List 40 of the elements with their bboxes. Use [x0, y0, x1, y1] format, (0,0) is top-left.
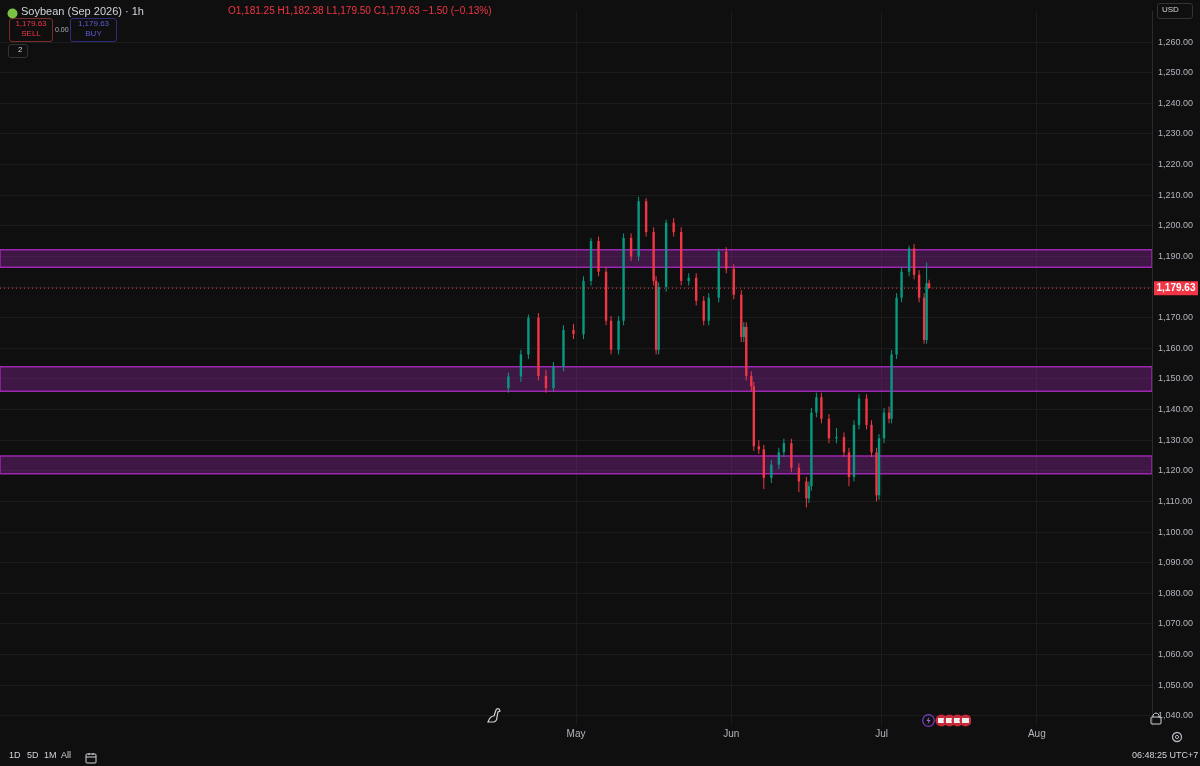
y-tick-label: 1,060.00: [1158, 649, 1194, 660]
text: 1M: [44, 750, 57, 761]
y-tick-label: 1,160.00: [1158, 342, 1194, 353]
annotation: 1,179.63: [76, 19, 111, 29]
annotation: 2: [18, 45, 23, 55]
y-tick-label: 1,150.00: [1158, 373, 1194, 384]
ref-line-label: 1,179.63: [1156, 281, 1196, 293]
x-tick-label: Aug: [1027, 727, 1046, 739]
y-tick-label: 1,050.00: [1158, 679, 1194, 690]
text: All: [61, 750, 72, 761]
y-tick-label: 1,250.00: [1158, 67, 1194, 78]
y-tick-label: 1,110.00: [1158, 495, 1193, 506]
annotation: BUY: [84, 29, 103, 39]
text: USD: [1162, 5, 1179, 15]
x-tick-label: Jun: [723, 727, 740, 739]
chart-title: Soybean (Sep 2026) · 1h: [21, 5, 144, 18]
y-tick-label: 1,130.00: [1158, 434, 1194, 445]
annotation: SELL: [20, 29, 42, 39]
y-tick-label: 1,140.00: [1158, 404, 1194, 415]
y-tick-label: 1,240.00: [1158, 97, 1194, 108]
y-tick-label: 1,170.00: [1158, 312, 1194, 323]
y-tick-label: 1,090.00: [1158, 557, 1194, 568]
x-tick-label: Jul: [875, 727, 888, 739]
annotation: O1,181.25 H1,182.38 L1,179.50 C1,179.63 −1.50 (−0.13%): [228, 5, 492, 16]
y-tick-label: 1,070.00: [1158, 618, 1194, 629]
text: 1D: [9, 750, 21, 761]
x-tick-label: May: [566, 727, 586, 739]
y-tick-label: 1,120.00: [1158, 465, 1194, 476]
y-tick-label: 1,210.00: [1158, 189, 1194, 200]
text: 06:48:25 UTC+7: [1132, 750, 1199, 761]
y-tick-label: 1,190.00: [1158, 250, 1194, 261]
y-tick-label: 1,200.00: [1158, 220, 1194, 231]
y-tick-label: 1,100.00: [1158, 526, 1194, 537]
annotation: 1,179.63: [14, 19, 48, 29]
y-tick-label: 1,080.00: [1158, 587, 1194, 598]
y-tick-label: 1,040.00: [1158, 710, 1194, 721]
text: 5D: [27, 750, 39, 761]
y-tick-label: 1,230.00: [1158, 128, 1194, 139]
y-tick-label: 1,260.00: [1158, 36, 1194, 47]
y-tick-label: 1,220.00: [1158, 159, 1194, 170]
